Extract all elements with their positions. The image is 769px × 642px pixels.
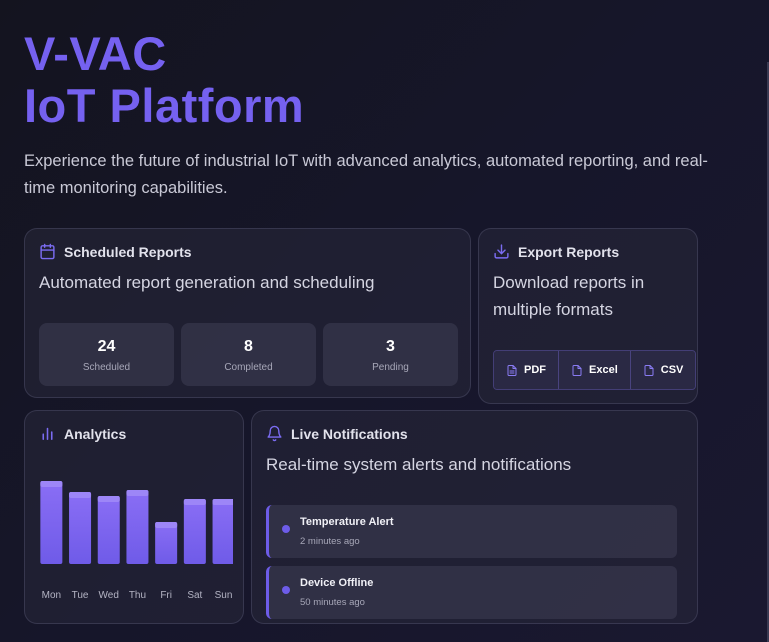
page-title: V-VAC IoT Platform xyxy=(24,28,304,132)
stats-row: 24 Scheduled 8 Completed 3 Pending xyxy=(39,323,458,386)
stat-value: 3 xyxy=(386,338,395,355)
stat-label: Pending xyxy=(372,362,409,373)
format-label: Excel xyxy=(589,364,618,376)
bar-thu xyxy=(126,490,149,564)
bar-cap-sat xyxy=(183,499,206,505)
stat-pending: 3 Pending xyxy=(323,323,458,386)
export-reports-card[interactable]: Export Reports Download reports in multi… xyxy=(478,228,698,404)
file-icon xyxy=(507,364,517,376)
format-label: PDF xyxy=(524,364,546,376)
notification-time: 50 minutes ago xyxy=(300,597,365,608)
bar-mon xyxy=(40,481,63,564)
stat-value: 8 xyxy=(244,338,253,355)
bar-sat xyxy=(183,499,206,564)
stat-scheduled: 24 Scheduled xyxy=(39,323,174,386)
notification-item[interactable]: Temperature Alert 2 minutes ago xyxy=(266,505,677,558)
notification-title: Temperature Alert xyxy=(300,516,394,528)
notifications-card[interactable]: Live Notifications Real-time system aler… xyxy=(251,410,698,624)
notification-title: Device Offline xyxy=(300,577,374,589)
x-tick-label: Mon xyxy=(42,590,61,601)
format-buttons: PDF Excel CSV xyxy=(493,350,697,390)
card-title: Export Reports xyxy=(518,243,620,260)
bar-cap-mon xyxy=(40,481,63,487)
bar-sun xyxy=(212,499,233,564)
analytics-bar-chart: Mon Tue Wed Thu Fri Sat Sun xyxy=(40,481,233,601)
x-tick-label: Sat xyxy=(187,590,202,601)
format-label: CSV xyxy=(660,364,684,376)
bar-tue xyxy=(69,492,92,564)
title-line-1: V-VAC xyxy=(24,27,167,80)
file-icon xyxy=(572,364,582,376)
card-header: Scheduled Reports xyxy=(39,243,192,260)
bar-cap-thu xyxy=(126,490,149,496)
card-header: Analytics xyxy=(39,425,126,442)
stat-value: 24 xyxy=(97,338,116,355)
bar-cap-tue xyxy=(69,492,92,498)
export-excel-button[interactable]: Excel xyxy=(558,351,630,389)
card-title: Analytics xyxy=(64,425,127,442)
export-csv-button[interactable]: CSV xyxy=(629,351,696,389)
export-pdf-button[interactable]: PDF xyxy=(494,351,558,389)
bar-cap-sun xyxy=(212,499,233,505)
stat-completed: 8 Completed xyxy=(181,323,316,386)
x-tick-label: Fri xyxy=(160,590,172,601)
bar-wed xyxy=(97,496,120,564)
stat-label: Scheduled xyxy=(82,362,131,373)
scheduled-reports-card[interactable]: Scheduled Reports Automated report gener… xyxy=(24,228,471,398)
x-tick-label: Thu xyxy=(129,590,146,601)
file-icon xyxy=(644,364,654,376)
download-icon xyxy=(494,244,509,259)
bar-cap-wed xyxy=(97,496,120,502)
notification-time: 2 minutes ago xyxy=(300,536,360,547)
stat-label: Completed xyxy=(224,362,273,373)
x-tick-label: Tue xyxy=(72,590,89,601)
status-dot xyxy=(282,525,290,533)
title-line-2: IoT Platform xyxy=(24,79,305,132)
status-dot xyxy=(282,586,290,594)
x-tick-label: Wed xyxy=(99,590,119,601)
bell-icon xyxy=(267,425,282,442)
card-description: Real-time system alerts and notification… xyxy=(266,455,572,474)
card-title: Live Notifications xyxy=(291,425,408,442)
bar-chart-icon xyxy=(42,427,53,440)
analytics-card[interactable]: Analytics Mon Tue Wed Thu Fri Sat Sun xyxy=(24,410,244,624)
bar-fri xyxy=(155,522,178,564)
notification-item[interactable]: Device Offline 50 minutes ago xyxy=(266,566,677,619)
page-subtitle: Experience the future of industrial IoT … xyxy=(24,152,708,197)
card-header: Export Reports xyxy=(493,243,619,260)
card-description: Automated report generation and scheduli… xyxy=(39,273,375,292)
x-tick-label: Sun xyxy=(215,590,233,601)
card-description: Download reports in multiple formats xyxy=(493,273,645,319)
card-title: Scheduled Reports xyxy=(64,243,192,260)
card-header: Live Notifications xyxy=(266,425,408,442)
calendar-icon xyxy=(40,243,55,260)
bar-cap-fri xyxy=(155,522,178,528)
scrollbar-track[interactable] xyxy=(767,62,769,642)
